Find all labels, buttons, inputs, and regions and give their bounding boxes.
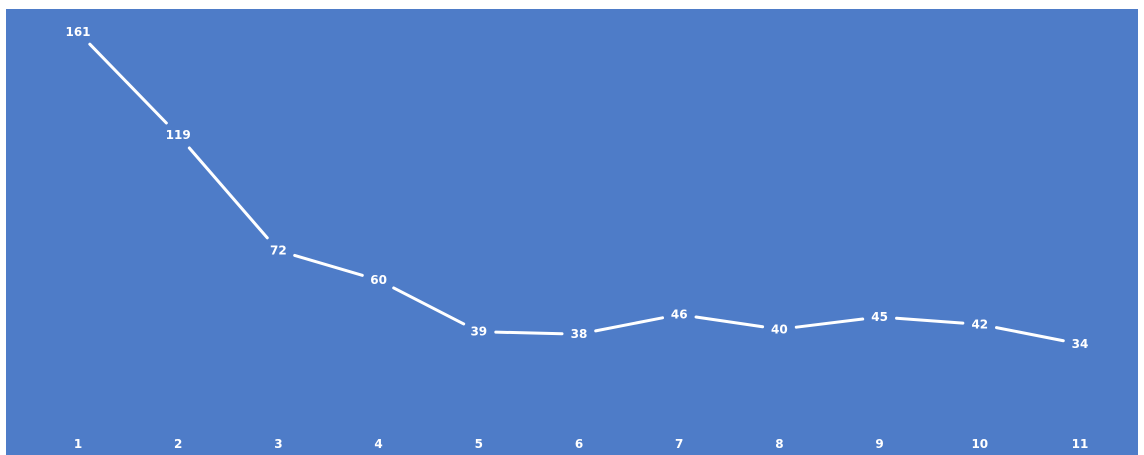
series-segment-8-9 xyxy=(794,317,865,329)
x-axis-ticks: 1 2 3 4 5 6 7 8 9 10 11 xyxy=(74,437,1089,451)
x-tick-label-6: 6 xyxy=(575,437,583,451)
data-label-2: 119 xyxy=(166,128,191,142)
series-segment-10-11 xyxy=(994,326,1065,343)
x-tick-label-2: 2 xyxy=(174,437,182,451)
x-tick-label-1: 1 xyxy=(74,437,82,451)
series-segment-3-4 xyxy=(293,253,364,277)
series-segment-7-8 xyxy=(694,315,765,329)
x-tick-label-10: 10 xyxy=(971,437,988,451)
series-segment-9-10 xyxy=(895,316,965,325)
x-tick-label-5: 5 xyxy=(475,437,483,451)
x-tick-label-11: 11 xyxy=(1072,437,1089,451)
chart-area: 161 119 72 60 39 38 46 40 45 42 34 1 2 3 4 5 6 7 8 9 10 11 xyxy=(6,9,1138,455)
x-tick-label-9: 9 xyxy=(875,437,883,451)
data-label-5: 39 xyxy=(470,325,487,339)
data-label-4: 60 xyxy=(370,273,387,287)
drop-lines xyxy=(77,43,1081,427)
series-segment-6-7 xyxy=(594,316,665,333)
data-label-10: 42 xyxy=(971,317,988,331)
x-tick-label-7: 7 xyxy=(675,437,683,451)
x-tick-label-8: 8 xyxy=(775,437,783,451)
series-segment-4-5 xyxy=(392,286,466,326)
data-label-11: 34 xyxy=(1072,337,1089,351)
data-label-8: 40 xyxy=(771,322,788,336)
data-label-9: 45 xyxy=(871,310,888,324)
data-label-6: 38 xyxy=(571,327,588,341)
data-label-1: 161 xyxy=(65,25,90,39)
series-segment-5-6 xyxy=(494,330,564,336)
x-tick-label-3: 3 xyxy=(274,437,282,451)
data-label-3: 72 xyxy=(270,244,287,258)
x-tick-label-4: 4 xyxy=(374,437,382,451)
data-labels: 161 119 72 60 39 38 46 40 45 42 34 xyxy=(65,25,1088,351)
data-label-7: 46 xyxy=(671,308,688,322)
series-segment-1-2 xyxy=(88,42,168,125)
series-line-group xyxy=(88,42,1065,343)
series-segment-2-3 xyxy=(187,146,269,240)
